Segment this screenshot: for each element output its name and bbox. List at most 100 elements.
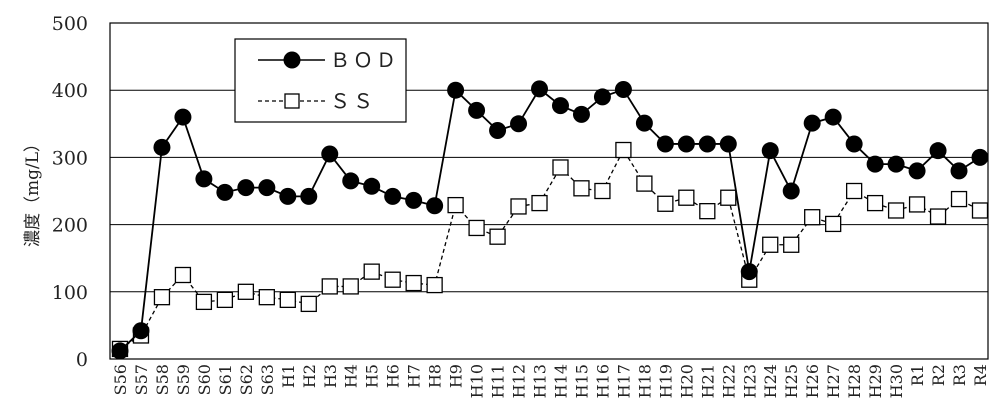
bod-point-H26	[803, 114, 821, 132]
y-axis: 0 100 200 300 400 500	[52, 13, 88, 371]
legend-ss-marker	[284, 93, 300, 109]
x-tick-label-R3: R3	[950, 364, 969, 386]
x-tick-label-H7: H7	[405, 364, 424, 388]
plot-area-frame	[109, 22, 989, 360]
ss-point-R4	[971, 202, 989, 219]
ss-point-H13	[531, 194, 548, 212]
bod-point-S59	[174, 108, 192, 126]
bod-point-S57	[132, 322, 150, 340]
x-tick-label-S58: S58	[153, 364, 172, 395]
y-tick-label-500: 500	[52, 13, 88, 35]
ss-point-H25	[783, 236, 800, 253]
ss-point-H18	[636, 175, 653, 192]
x-tick-label-H8: H8	[426, 364, 445, 388]
bod-point-H15	[572, 105, 590, 123]
x-tick-label-H4: H4	[342, 364, 361, 388]
ss-point-H8	[426, 276, 443, 294]
x-tick-label-H19: H19	[656, 364, 675, 398]
x-tick-label-H10: H10	[468, 364, 487, 398]
y-axis-label: 濃度（mg/L）	[23, 135, 43, 247]
x-tick-label-H16: H16	[593, 364, 612, 398]
ss-point-H24	[762, 236, 779, 253]
bod-point-H30	[887, 155, 905, 173]
legend: ＢＯＤ ＳＳ	[234, 38, 407, 123]
bod-point-S56	[111, 342, 129, 360]
x-tick-label-H15: H15	[572, 364, 591, 398]
x-tick-label-S56: S56	[111, 364, 130, 395]
x-tick-label-H30: H30	[887, 364, 906, 398]
ss-point-R2	[929, 208, 947, 225]
x-tick-label-H5: H5	[363, 364, 382, 388]
bod-point-H14	[551, 97, 569, 115]
bod-point-H25	[782, 182, 800, 200]
ss-point-H29	[866, 194, 884, 212]
bod-point-S58	[153, 138, 171, 156]
x-tick-label-H21: H21	[698, 364, 717, 398]
bod-point-R4	[971, 148, 989, 166]
x-tick-label-S62: S62	[237, 364, 256, 395]
legend-bod-marker	[283, 51, 301, 69]
x-tick-label-H23: H23	[740, 364, 759, 398]
x-tick-label-H28: H28	[845, 364, 864, 398]
bod-point-S62	[237, 179, 255, 197]
legend-bod-label: ＢＯＤ	[330, 48, 399, 72]
ss-point-S61	[216, 291, 234, 309]
ss-point-H30	[887, 202, 905, 219]
x-tick-label-H17: H17	[614, 364, 633, 398]
bod-point-H27	[824, 108, 842, 126]
y-tick-label-200: 200	[52, 215, 88, 237]
x-tick-label-H18: H18	[635, 364, 654, 398]
series-line-bod	[119, 87, 981, 352]
x-tick-label-H12: H12	[510, 364, 529, 398]
series-bod	[111, 80, 989, 360]
bod-point-R1	[908, 162, 926, 180]
bod-point-H10	[468, 101, 486, 119]
bod-point-H20	[677, 135, 695, 153]
x-tick-label-H26: H26	[803, 364, 822, 398]
ss-point-H15	[573, 180, 590, 197]
bod-point-H13	[531, 80, 549, 98]
x-tick-label-H24: H24	[761, 364, 780, 398]
bod-point-H21	[698, 135, 716, 153]
ss-point-H28	[845, 182, 863, 200]
ss-point-H1	[279, 291, 296, 309]
bod-point-H5	[363, 177, 381, 195]
bod-point-H8	[426, 197, 444, 215]
bod-point-S63	[258, 179, 276, 197]
bod-point-H19	[656, 135, 674, 153]
x-tick-label-H27: H27	[824, 364, 843, 398]
bod-point-H29	[866, 155, 884, 173]
ss-point-S60	[195, 293, 213, 311]
bod-point-H11	[489, 122, 507, 140]
bod-point-S60	[195, 170, 213, 188]
bod-point-H23	[740, 263, 758, 281]
ss-point-H21	[699, 203, 716, 220]
bod-point-H2	[300, 187, 318, 205]
x-tick-label-H14: H14	[551, 364, 570, 398]
x-tick-label-H22: H22	[719, 364, 738, 398]
bod-point-R2	[929, 142, 947, 160]
ss-point-H17	[615, 141, 632, 159]
ss-point-H3	[321, 278, 338, 295]
ss-point-S63	[258, 289, 275, 306]
ss-point-S62	[237, 283, 255, 300]
x-tick-label-H9: H9	[447, 364, 466, 388]
ss-point-R1	[908, 196, 926, 213]
bod-point-H9	[447, 81, 465, 99]
x-tick-label-S63: S63	[258, 364, 277, 395]
ss-point-H14	[552, 159, 569, 176]
bod-point-H17	[614, 81, 632, 99]
y-tick-label-0: 0	[76, 349, 88, 371]
x-tick-label-H3: H3	[321, 364, 340, 388]
x-tick-label-H11: H11	[489, 364, 508, 398]
x-tick-label-H29: H29	[866, 364, 885, 398]
ss-point-H11	[489, 228, 506, 245]
bod-point-H7	[405, 191, 423, 209]
x-tick-label-H13: H13	[531, 364, 550, 398]
series-layer	[111, 80, 989, 360]
ss-point-H2	[300, 295, 317, 313]
bod-point-H28	[845, 135, 863, 153]
x-axis: S56 S57 S58 S59 S60 S61 S62 S63 H1 H2 H3 H4 H5 H6 H7 H8…	[111, 364, 989, 398]
ss-point-H22	[720, 189, 737, 206]
